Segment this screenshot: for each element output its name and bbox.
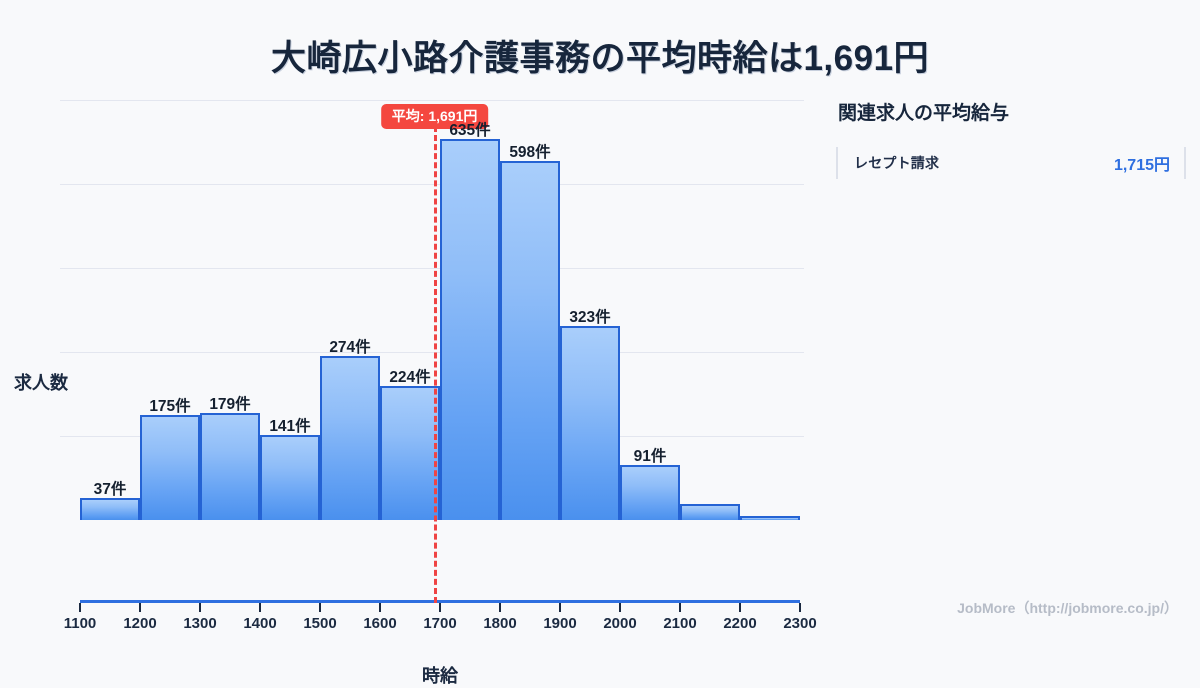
salary-row-name: レセプト請求	[854, 155, 940, 171]
histogram-page: { "page": { "title": "大崎広小路介護事務の平均時給は1,6…	[0, 39, 1186, 686]
histogram-bar	[320, 355, 380, 520]
x-axis-tick-label: 2300	[783, 615, 817, 632]
x-axis-tick-label: 2100	[663, 615, 697, 632]
related-salary-panel: 関連求人の平均給与 レセプト請求 1,715円	[836, 98, 1186, 179]
x-axis-tick	[139, 603, 141, 612]
x-axis-tick	[679, 603, 681, 612]
histogram-bar	[740, 515, 800, 520]
x-axis-tick	[619, 603, 621, 612]
bar-value-label: 323件	[569, 309, 611, 327]
x-axis-tick-label: 2200	[723, 615, 757, 632]
histogram-bar	[620, 465, 680, 520]
related-salary-title: 関連求人の平均給与	[838, 103, 1010, 124]
bar-value-label: 598件	[509, 144, 551, 162]
histogram-bar	[560, 326, 620, 520]
bar-value-label: 175件	[149, 398, 191, 415]
page-title: 大崎広小路介護事務の平均時給は1,691円	[270, 39, 930, 78]
histogram-bar	[200, 412, 260, 520]
x-axis-tick	[259, 603, 261, 612]
histogram-bar	[680, 504, 740, 520]
x-axis-tick-label: 1700	[423, 615, 457, 632]
histogram-bar	[140, 415, 200, 520]
bar-value-label: 274件	[329, 338, 371, 356]
x-axis-tick-label: 1300	[183, 615, 217, 632]
gridline	[60, 268, 804, 269]
histogram-bar	[80, 497, 140, 520]
x-axis-tick	[79, 603, 81, 612]
bar-value-label: 37件	[93, 480, 127, 498]
x-axis-tick-label: 1200	[123, 615, 157, 632]
related-salary-list: レセプト請求 1,715円	[836, 147, 1186, 179]
x-axis-tick-label: 1400	[243, 615, 277, 632]
histogram-bar	[440, 139, 500, 520]
bar-value-label: 141件	[269, 418, 311, 436]
x-axis-tick-label: 1500	[303, 615, 337, 632]
salary-row-value: 1,715円	[1113, 157, 1170, 174]
x-axis-tick-label: 2000	[603, 615, 637, 632]
x-axis-tick	[499, 603, 501, 612]
bar-value-label: 91件	[633, 448, 667, 466]
x-axis-tick	[739, 603, 741, 612]
x-axis-tick	[799, 603, 801, 612]
footer-credit: JobMore（http://jobmore.co.jp/）	[957, 600, 1178, 616]
histogram-bar	[380, 385, 440, 520]
average-badge: 平均: 1,691円	[380, 104, 489, 129]
histogram-chart: 求人数 時給 平均: 1,691円 37件 175件 179件 141件 274件 224…	[0, 88, 830, 686]
x-axis-tick-label: 1800	[483, 615, 517, 632]
bar-value-label: 224件	[389, 368, 431, 386]
bar-value-label: 635件	[449, 122, 491, 139]
x-axis-line	[80, 600, 800, 603]
histogram-bar	[500, 161, 560, 520]
plot-area	[60, 100, 804, 520]
gridline	[60, 184, 804, 185]
x-axis-tick	[319, 603, 321, 612]
x-axis-tick	[439, 603, 441, 612]
gridline	[60, 100, 804, 101]
bar-value-label: 179件	[209, 395, 251, 413]
y-axis-title: 求人数	[14, 373, 68, 393]
x-axis-tick-label: 1600	[363, 615, 397, 632]
x-axis-tick-label: 1900	[543, 615, 577, 632]
gridline	[60, 352, 804, 353]
x-axis-tick	[199, 603, 201, 612]
salary-row[interactable]: レセプト請求 1,715円	[836, 147, 1186, 179]
x-axis-title: 時給	[422, 666, 458, 686]
histogram-bar	[260, 435, 320, 520]
average-line	[433, 126, 437, 603]
x-axis-tick	[559, 603, 561, 612]
x-axis-tick	[379, 603, 381, 612]
x-axis-tick-label: 1100	[63, 615, 97, 632]
